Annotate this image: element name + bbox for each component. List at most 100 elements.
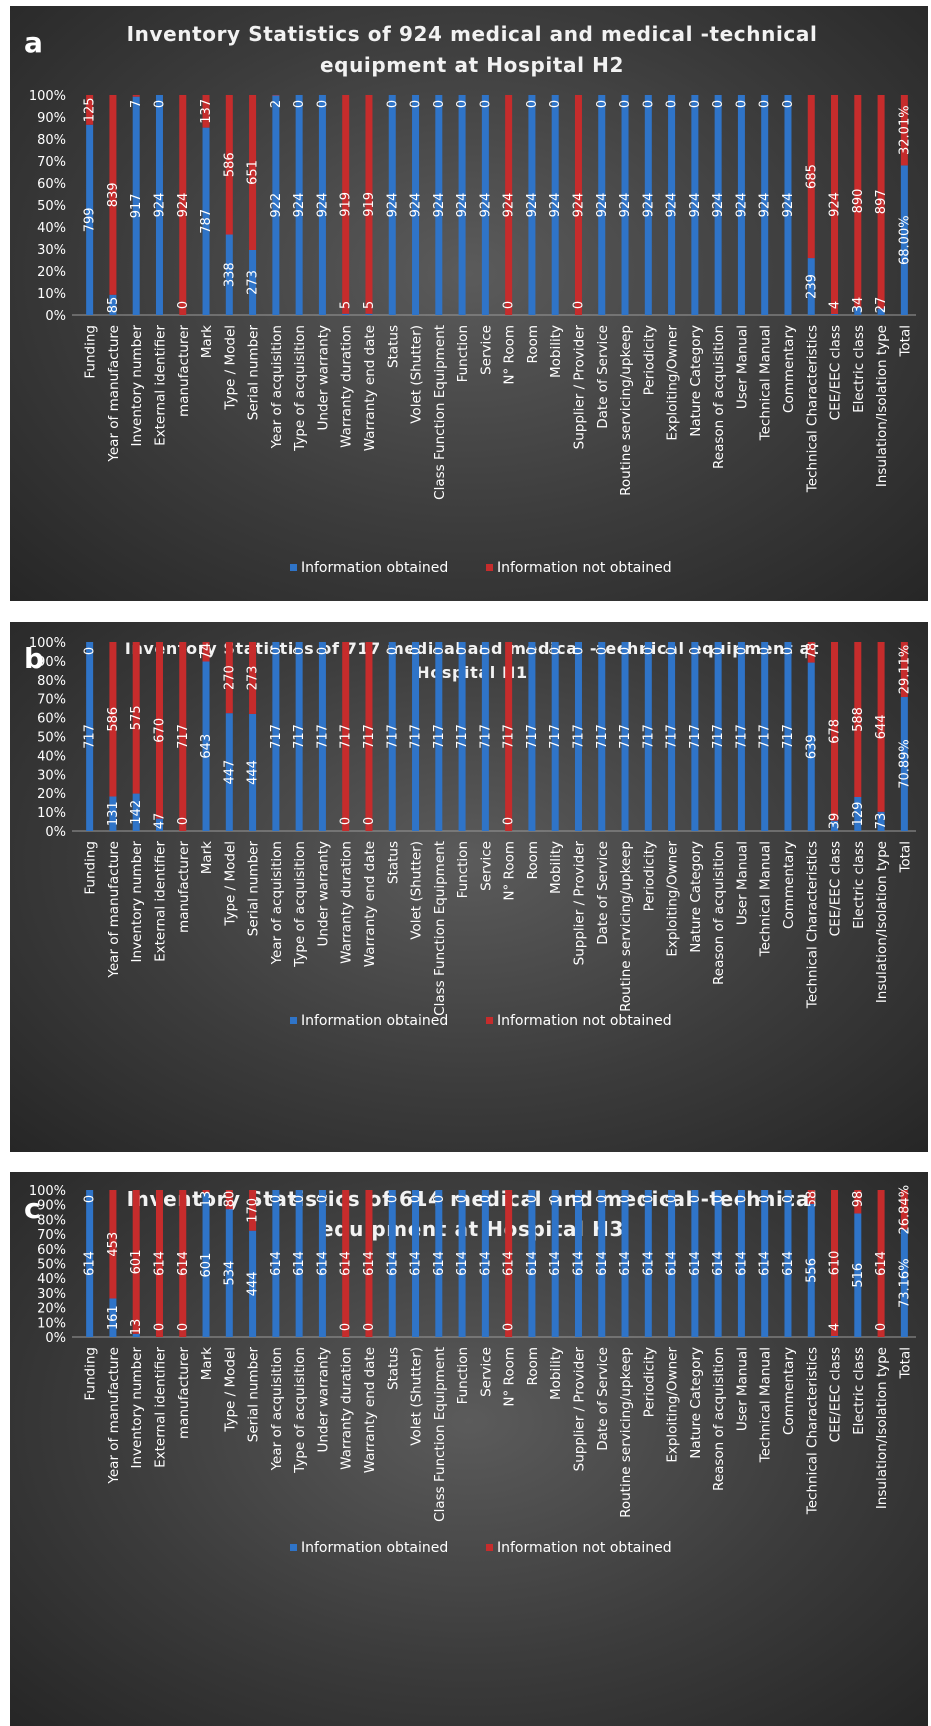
data-label-obtained: 717: [571, 724, 586, 749]
data-label-obtained: 924: [548, 193, 563, 218]
data-label-not-obtained: 644: [874, 714, 889, 739]
data-label-obtained: 924: [641, 193, 656, 218]
bar-obtained: [388, 642, 396, 831]
data-label-not-obtained: 0: [641, 647, 656, 655]
data-label-obtained: 273: [246, 270, 261, 295]
bar-obtained: [458, 642, 466, 831]
data-label-obtained: 643: [199, 734, 214, 759]
category-label: Under warranty: [315, 841, 331, 946]
data-label-not-obtained: 651: [246, 160, 261, 185]
data-label-obtained: 924: [595, 193, 610, 218]
data-label-not-obtained: 0: [315, 1195, 330, 1203]
y-tick-label: 30%: [37, 1287, 66, 1302]
bar-obtained: [900, 165, 908, 315]
bar-not-obtained: [342, 642, 350, 831]
data-label-obtained: 639: [804, 734, 819, 759]
category-label: Service: [478, 841, 494, 891]
bar-obtained: [295, 1190, 303, 1337]
category-label: Warranty end date: [362, 1347, 378, 1473]
bar-obtained: [551, 1190, 559, 1337]
bar-obtained: [831, 820, 839, 831]
bar-obtained: [877, 308, 885, 315]
bar-obtained: [831, 1336, 839, 1337]
data-label-not-obtained: 0: [478, 1195, 493, 1203]
legend-swatch-obtained: [290, 564, 297, 571]
data-label-obtained: 239: [804, 274, 819, 299]
legend-swatch-obtained: [290, 1544, 297, 1551]
bar-obtained: [644, 642, 652, 831]
bar-obtained: [877, 811, 885, 831]
bar-not-obtained: [202, 95, 210, 128]
bar-obtained: [551, 642, 559, 831]
bar-obtained: [621, 95, 629, 315]
data-label-not-obtained: 586: [222, 152, 237, 177]
data-label-obtained: 717: [478, 724, 493, 749]
category-label: Warranty end date: [362, 841, 378, 967]
data-label-not-obtained: 0: [665, 1195, 680, 1203]
bar-not-obtained: [831, 642, 839, 821]
data-label-obtained: 0: [502, 817, 517, 825]
category-label: Funding: [83, 1347, 99, 1401]
bar-obtained: [318, 642, 326, 831]
y-tick-label: 10%: [37, 287, 66, 302]
category-label: Insulation/Isolation type: [874, 841, 890, 1003]
data-label-not-obtained: 614: [152, 1251, 167, 1276]
category-label: External identifier: [152, 325, 168, 446]
data-label-not-obtained: 29.11%: [897, 645, 912, 695]
data-label-obtained: 614: [455, 1251, 470, 1276]
data-label-obtained: 614: [711, 1251, 726, 1276]
legend-label-obtained: Information obtained: [301, 1540, 448, 1556]
data-label-not-obtained: 717: [502, 724, 517, 749]
category-label: Electric class: [851, 1347, 867, 1435]
bar-obtained: [737, 1190, 745, 1337]
data-label-not-obtained: 586: [106, 707, 121, 732]
legend-label-not-obtained: Information not obtained: [497, 1013, 672, 1029]
category-label: Year of acquisition: [269, 841, 285, 965]
data-label-obtained: 614: [571, 1251, 586, 1276]
data-label-obtained: 131: [106, 801, 121, 826]
data-label-obtained: 614: [595, 1251, 610, 1276]
data-label-not-obtained: 0: [758, 100, 773, 108]
category-label: Funding: [83, 325, 99, 379]
bar-obtained: [528, 1190, 536, 1337]
data-label-obtained: 717: [711, 724, 726, 749]
bar-not-obtained: [877, 642, 885, 812]
data-label-not-obtained: 0: [478, 647, 493, 655]
bar-not-obtained: [854, 95, 862, 307]
bar-obtained: [481, 95, 489, 315]
data-label-obtained: 924: [734, 193, 749, 218]
data-label-obtained: 0: [571, 301, 586, 309]
bar-not-obtained: [365, 1190, 373, 1337]
bar-not-obtained: [342, 95, 350, 314]
data-label-obtained: 614: [618, 1251, 633, 1276]
category-label: Service: [478, 1347, 494, 1397]
category-label: Warranty duration: [339, 841, 355, 964]
bar-obtained: [318, 1190, 326, 1337]
bar-not-obtained: [225, 95, 233, 235]
bar-obtained: [621, 1190, 629, 1337]
data-label-not-obtained: 0: [571, 647, 586, 655]
category-label: Room: [525, 841, 541, 879]
category-label: Periodicity: [641, 1347, 657, 1417]
category-label: Total: [897, 1347, 913, 1380]
data-label-not-obtained: 0: [781, 100, 796, 108]
category-label: Warranty duration: [339, 325, 355, 448]
data-label-obtained: 4: [828, 1323, 843, 1331]
data-label-not-obtained: 924: [502, 193, 517, 218]
category-label: Function: [455, 841, 471, 898]
data-label-not-obtained: 80: [222, 1191, 237, 1208]
chart-title-line: Inventory Statistics of 614 medical and …: [127, 1187, 818, 1211]
data-label-not-obtained: 58: [804, 1191, 819, 1208]
data-label-obtained: 717: [315, 724, 330, 749]
bar-obtained: [435, 1190, 443, 1337]
legend-label-obtained: Information obtained: [301, 1013, 448, 1029]
category-label: Reason of acquisition: [711, 325, 727, 469]
category-label: Technical Characteristics: [804, 841, 820, 1009]
data-label-obtained: 717: [409, 724, 424, 749]
data-label-obtained: 73: [874, 813, 889, 830]
bar-not-obtained: [854, 1190, 862, 1214]
data-label-obtained: 717: [781, 724, 796, 749]
bar-not-obtained: [900, 95, 908, 166]
data-label-not-obtained: 0: [641, 100, 656, 108]
data-label-not-obtained: 453: [106, 1232, 121, 1257]
